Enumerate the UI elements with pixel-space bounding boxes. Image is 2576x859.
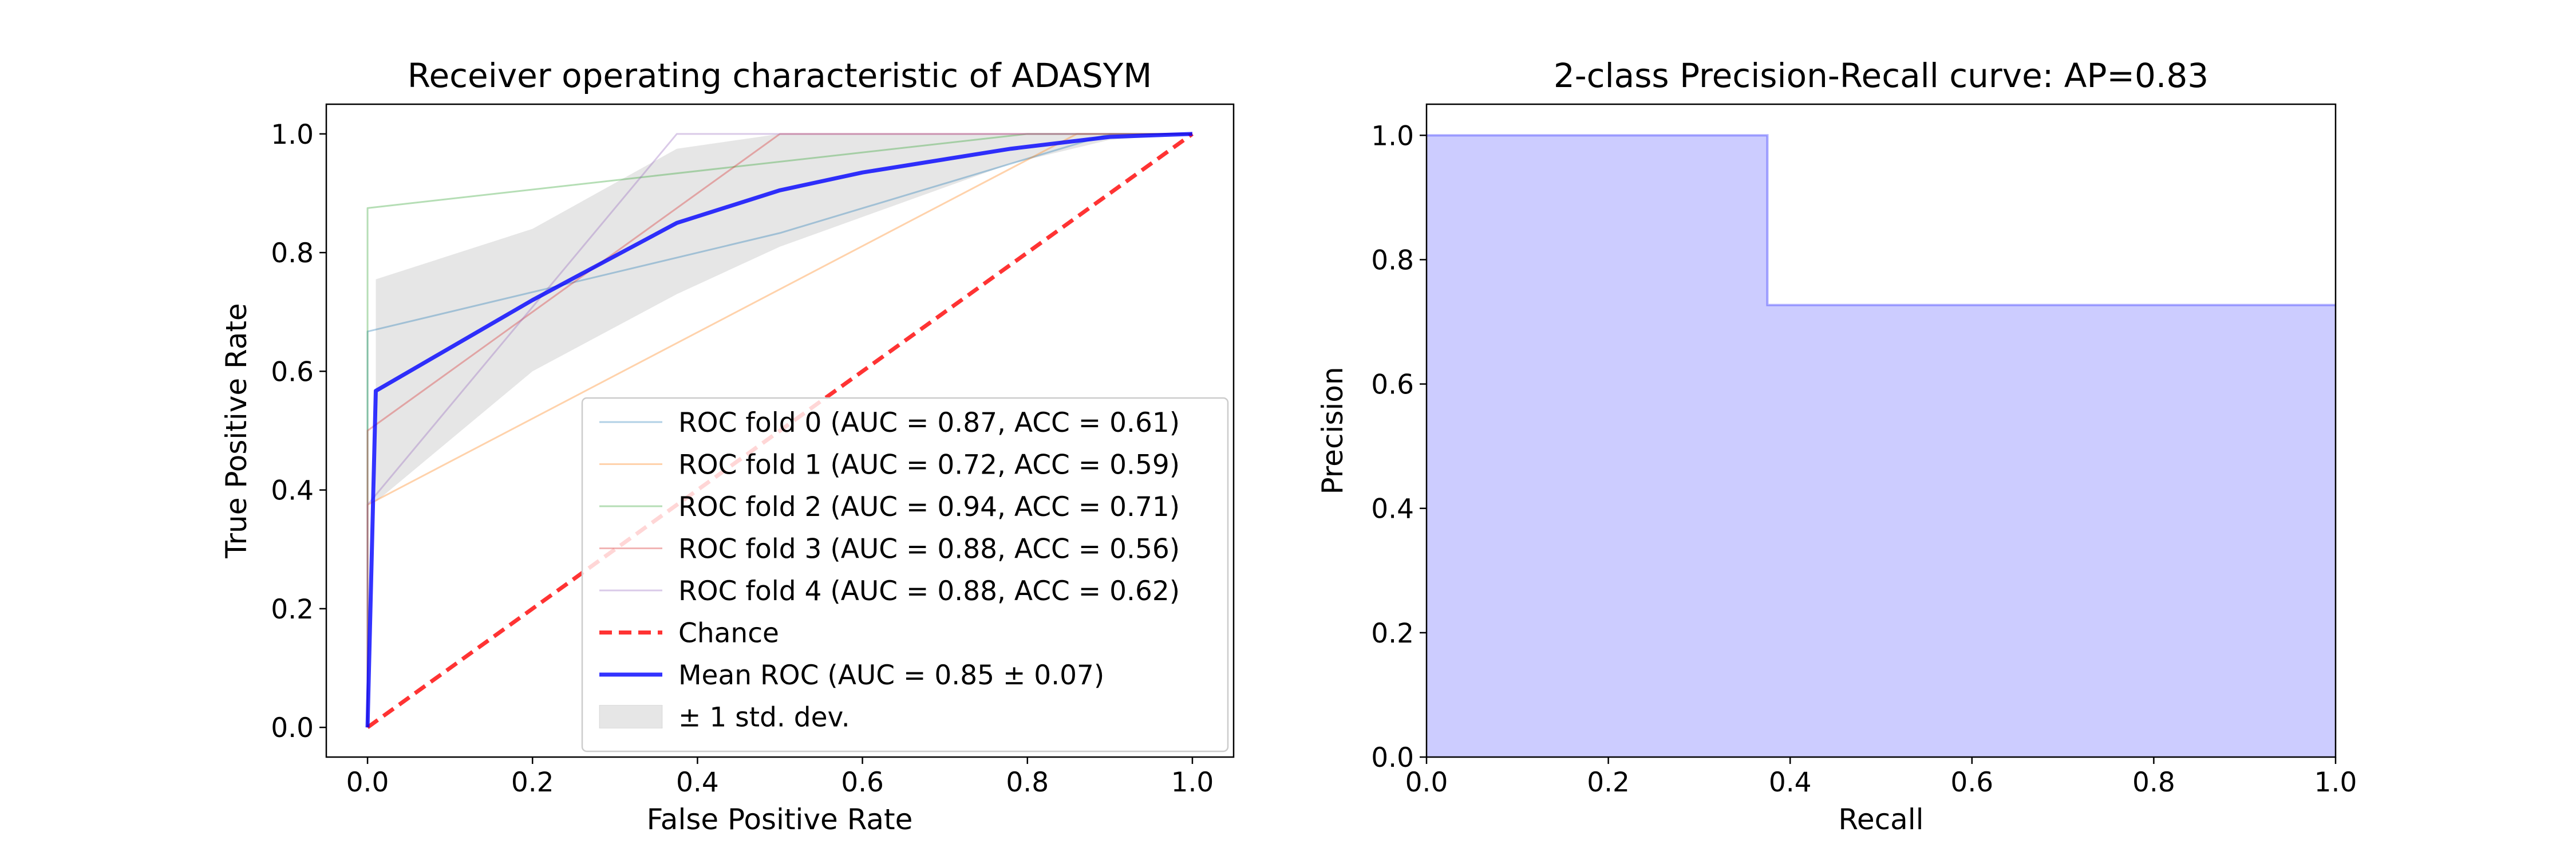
roc-legend-label-band: ± 1 std. dev.	[678, 702, 850, 734]
roc-x-tick-label-3: 0.6	[841, 767, 884, 798]
roc-series-line-2	[366, 133, 1192, 728]
pr-x-tick-label-4: 0.8	[2132, 767, 2175, 798]
pr-y-tick-label-0: 0.0	[1371, 742, 1414, 774]
roc-std-band	[376, 133, 1192, 502]
roc-series-line-1	[366, 133, 1192, 728]
roc-y-tick-label-4: 0.8	[271, 238, 314, 269]
roc-std-band-area	[376, 133, 1192, 502]
pr-x-tick-label-0: 0.0	[1405, 767, 1448, 798]
roc-legend-label-3: ROC fold 3 (AUC = 0.88, ACC = 0.56)	[678, 534, 1180, 565]
pr-y-tick-label-5: 1.0	[1371, 120, 1414, 152]
pr-y-ticks: 0.0 0.2 0.4 0.6 0.8 1.0	[1371, 120, 1427, 774]
pr-x-tick-label-3: 0.6	[1950, 767, 1993, 798]
roc-y-tick-label-1: 0.2	[271, 594, 314, 625]
roc-y-tick-label-5: 1.0	[271, 119, 314, 151]
pr-chart-title: 2-class Precision-Recall curve: AP=0.83	[1554, 56, 2208, 95]
pr-step-line	[1427, 134, 2336, 306]
roc-series-line-6	[365, 132, 1193, 728]
pr-area-fill	[1427, 135, 2336, 757]
roc-x-tick-label-2: 0.4	[676, 767, 719, 798]
pr-x-tick-label-2: 0.4	[1769, 767, 1812, 798]
roc-x-ticks: 0.0 0.2 0.4 0.6 0.8 1.0	[346, 757, 1214, 798]
pr-plot: 2-class Precision-Recall curve: AP=0.83 …	[1316, 56, 2357, 836]
pr-y-tick-label-1: 0.2	[1371, 618, 1414, 649]
roc-series-line-3	[366, 133, 1192, 728]
pr-y-tick-label-3: 0.6	[1371, 369, 1414, 401]
roc-legend: ROC fold 0 (AUC = 0.87, ACC = 0.61) ROC f…	[581, 397, 1229, 752]
roc-legend-label-4: ROC fold 4 (AUC = 0.88, ACC = 0.62)	[678, 576, 1180, 607]
roc-chart-title: Receiver operating characteristic of ADA…	[408, 56, 1152, 95]
roc-axes-frame	[325, 103, 1235, 758]
roc-legend-frame	[581, 397, 1229, 752]
roc-series-line-4	[366, 133, 1192, 728]
pr-y-axis-label: Precision	[1316, 367, 1349, 494]
roc-x-tick-label-5: 1.0	[1171, 767, 1214, 798]
pr-x-tick-label-1: 0.2	[1587, 767, 1630, 798]
roc-legend-swatch-band	[599, 705, 663, 728]
roc-x-axis-label: False Positive Rate	[647, 803, 913, 836]
roc-plot: Receiver operating characteristic of ADA…	[220, 56, 1235, 836]
pr-axes-frame	[1425, 103, 2337, 758]
pr-x-ticks: 0.0 0.2 0.4 0.6 0.8 1.0	[1405, 757, 2357, 798]
roc-y-axis-label: True Positive Rate	[220, 303, 253, 558]
roc-legend-label-0: ROC fold 0 (AUC = 0.87, ACC = 0.61)	[678, 407, 1180, 439]
pr-y-tick-label-2: 0.4	[1371, 494, 1414, 525]
roc-y-ticks: 0.0 0.2 0.4 0.6 0.8 1.0	[271, 119, 326, 744]
roc-legend-label-1: ROC fold 1 (AUC = 0.72, ACC = 0.59)	[678, 450, 1180, 481]
roc-y-tick-label-3: 0.6	[271, 356, 314, 388]
pr-x-tick-label-5: 1.0	[2314, 767, 2357, 798]
roc-x-tick-label-1: 0.2	[511, 767, 554, 798]
roc-legend-items: ROC fold 0 (AUC = 0.87, ACC = 0.61) ROC f…	[599, 407, 1180, 734]
roc-legend-label-5: Chance	[678, 618, 779, 649]
roc-legend-label-6: Mean ROC (AUC = 0.85 ± 0.07)	[678, 660, 1104, 691]
pr-y-tick-label-4: 0.8	[1371, 245, 1414, 276]
pr-x-axis-label: Recall	[1838, 803, 1923, 836]
roc-x-tick-label-4: 0.8	[1006, 767, 1049, 798]
roc-x-tick-label-0: 0.0	[346, 767, 389, 798]
roc-y-tick-label-2: 0.4	[271, 475, 314, 507]
roc-y-tick-label-0: 0.0	[271, 712, 314, 744]
roc-legend-label-2: ROC fold 2 (AUC = 0.94, ACC = 0.71)	[678, 491, 1180, 523]
pr-area	[1427, 134, 2336, 757]
